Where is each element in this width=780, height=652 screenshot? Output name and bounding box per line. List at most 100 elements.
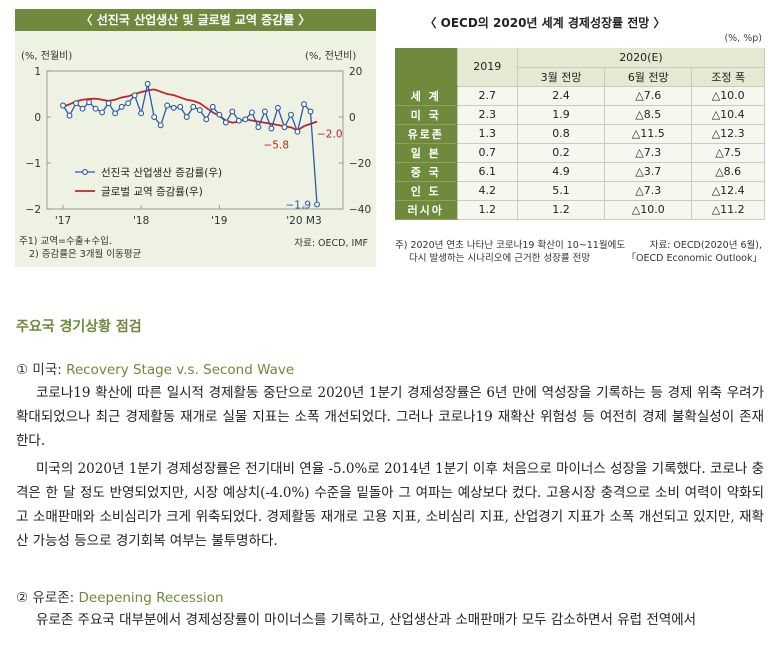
production-point: [92, 105, 99, 112]
table-cell-adj: △10.0: [691, 86, 765, 106]
chart-title: 〈 선진국 산업생산 및 글로벌 교역 증감률 〉: [15, 9, 376, 31]
production-point: [60, 102, 66, 109]
production-point: [235, 117, 242, 124]
table-corner: [395, 48, 458, 87]
table-cell-2019: 1.3: [457, 124, 518, 144]
table-cell-country: 일 본: [395, 143, 458, 163]
production-point: [66, 112, 73, 119]
table-cell-2019: 0.7: [457, 143, 518, 163]
annotation-production-last: −1.9: [286, 199, 312, 211]
table-row: 일 본 0.7 0.2 △7.3 △7.5: [395, 143, 765, 163]
table-cell-2019: 2.7: [457, 86, 518, 106]
table-cell-2019: 2.3: [457, 105, 518, 125]
col-jun: 6월 전망: [604, 67, 693, 87]
table-row: 중 국 6.1 4.9 △3.7 △8.6: [395, 162, 765, 182]
us-paragraph-1: 코로나19 확산에 따른 일시적 경제활동 중단으로 2020년 1분기 경제성…: [16, 385, 764, 449]
production-point: [287, 111, 294, 118]
production-series-line: [62, 83, 318, 205]
table-row: 세 계 2.7 2.4 △7.6 △10.0: [395, 86, 765, 106]
chart-notes: 주1) 교역=수출+수입. 2) 증감률은 3개월 이동평균: [19, 235, 141, 261]
left-tick-label: −2: [26, 204, 41, 216]
table-cell-country: 인 도: [395, 181, 458, 201]
table-row: 유로존 1.3 0.8 △11.5 △12.3: [395, 124, 765, 144]
production-point: [196, 107, 203, 114]
production-point: [105, 100, 112, 107]
production-point: [183, 114, 190, 120]
chart-panel: 〈 선진국 산업생산 및 글로벌 교역 증감률 〉 (%, 전월비) (%, 전년…: [15, 9, 376, 267]
left-tick-label: 1: [34, 66, 41, 78]
production-point: [151, 114, 158, 120]
left-tick-label: −1: [26, 158, 41, 170]
production-point: [314, 201, 320, 208]
right-tick-label: 0: [349, 112, 356, 124]
table-cell-jun: △3.7: [604, 162, 693, 182]
production-point: [216, 111, 223, 118]
x-tick-label: '17: [55, 215, 71, 227]
left-tick-label: 0: [34, 112, 41, 124]
table-note: 주) 2020년 연초 나타난 코로나19 확산이 10~11월에도 다시 발생…: [395, 239, 625, 265]
left-axis-label: (%, 전월비): [21, 50, 72, 62]
production-point: [190, 103, 197, 110]
table-cell-jun: △11.5: [604, 124, 693, 144]
production-point: [307, 108, 314, 115]
production-point: [144, 80, 151, 87]
production-point: [255, 124, 262, 131]
legend-label-production: 선진국 산업생산 증감률(우): [101, 166, 222, 179]
euro-paragraph-1: 유로존 주요국 대부분에서 경제성장률이 마이너스를 기록하고, 산업생산과 소…: [36, 612, 697, 628]
production-point: [157, 122, 164, 129]
production-point: [261, 108, 268, 115]
production-point: [99, 109, 106, 116]
x-tick-label: '19: [211, 215, 227, 227]
table-cell-country: 러시아: [395, 200, 458, 220]
production-point: [73, 100, 79, 107]
production-point: [86, 99, 93, 106]
chart-labels: 선진국 산업생산 증감률(우) 글로벌 교역 증감률(우) −2.0 −5.8 −1.9: [75, 129, 343, 211]
production-point: [177, 103, 184, 110]
table-cell-adj: △11.2: [691, 200, 765, 220]
table-cell-country: 중 국: [395, 162, 458, 182]
table-cell-mar: 0.2: [517, 143, 606, 163]
us-heading-name: Recovery Stage v.s. Second Wave: [61, 362, 295, 378]
table-subheader-row: 3월 전망 6월 전망 조정 폭: [395, 67, 765, 87]
chart-lines: [60, 80, 320, 208]
table-cell-adj: △8.6: [691, 162, 765, 182]
chart-note-2: 2) 증감률은 3개월 이동평균: [29, 249, 142, 260]
production-point: [170, 104, 177, 111]
production-point: [138, 110, 145, 117]
legend-label-trade: 글로벌 교역 증감률(우): [101, 186, 203, 198]
right-tick-label: −20: [349, 158, 371, 170]
production-point: [112, 110, 119, 117]
x-tick-label: '20 M3: [286, 215, 321, 227]
x-tick-label: '18: [133, 215, 149, 227]
euro-heading-number: ② 유로존:: [16, 590, 75, 606]
table-source: 자료: OECD(2020년 6월), 「OECD Economic Outlo…: [627, 239, 762, 265]
table-body: 세 계 2.7 2.4 △7.6 △10.0 미 국 2.3 1.9 △8.5 △10.4 유로존 1…: [395, 86, 765, 220]
table-cell-adj: △12.4: [691, 181, 765, 201]
production-point: [209, 103, 216, 110]
us-heading: ① 미국: Recovery Stage v.s. Second Wave: [16, 358, 294, 378]
production-point: [118, 103, 125, 110]
production-point: [294, 128, 301, 135]
table-panel: 〈 OECD의 2020년 세계 경제성장률 전망 〉 (%, %p) 2019…: [395, 9, 766, 267]
right-tick-label: −40: [349, 204, 371, 216]
legend-marker-production: [82, 169, 88, 175]
table-cell-jun: △8.5: [604, 105, 693, 125]
table-row: 미 국 2.3 1.9 △8.5 △10.4: [395, 105, 765, 125]
euro-heading: ② 유로존: Deepening Recession: [16, 586, 224, 606]
table-cell-adj: △12.3: [691, 124, 765, 144]
chart-source: 자료: OECD, IMF: [294, 238, 368, 249]
chart-note-1: 주1) 교역=수출+수입.: [19, 236, 112, 247]
table-cell-mar: 4.9: [517, 162, 606, 182]
right-tick-label: 20: [349, 66, 362, 78]
col-mar: 3월 전망: [517, 67, 606, 87]
table-note-2: 다시 발생하는 시나리오에 근거한 성장률 전망: [409, 253, 591, 264]
table-cell-2019: 6.1: [457, 162, 518, 182]
euro-heading-name: Deepening Recession: [74, 590, 224, 606]
plot-frame: [46, 70, 344, 210]
annotation-trade-last: −2.0: [317, 129, 343, 141]
table-cell-mar: 1.9: [517, 105, 606, 125]
table-cell-2019: 1.2: [457, 200, 518, 220]
production-point: [164, 102, 171, 109]
table-cell-jun: △7.3: [604, 143, 693, 163]
table-row: 러시아 1.2 1.2 △10.0 △11.2: [395, 200, 765, 220]
